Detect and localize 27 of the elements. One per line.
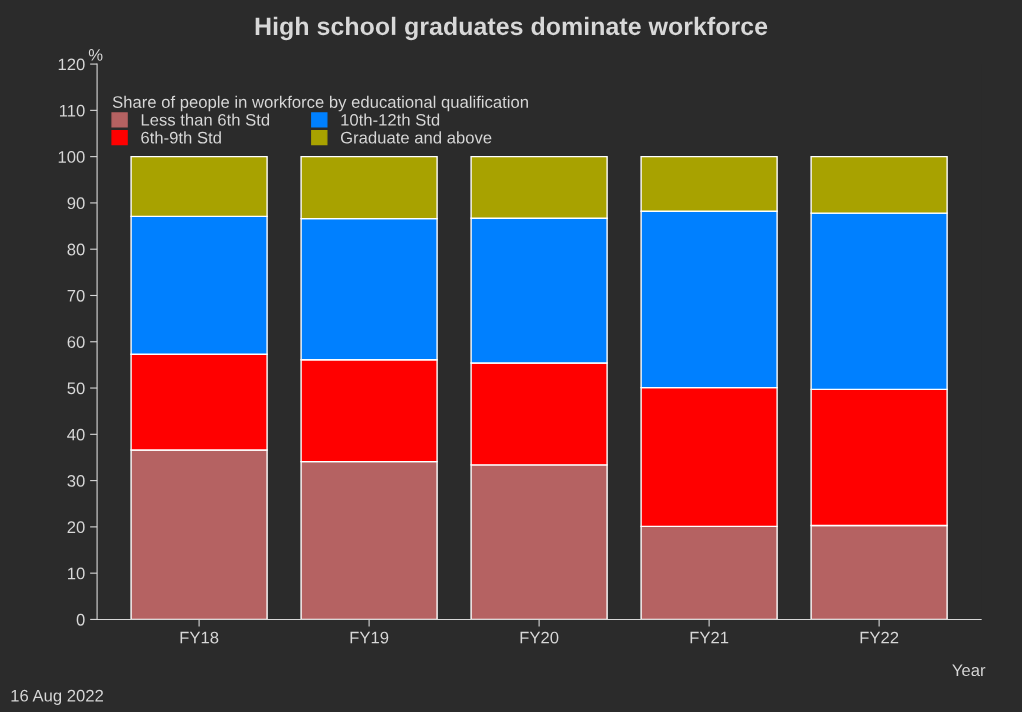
x-tick-label: FY19 (350, 631, 389, 644)
legend-label: Graduate and above (340, 131, 492, 144)
y-tick-label: 50 (67, 382, 85, 395)
y-tick-label: 120 (58, 58, 85, 71)
x-tick-label: FY18 (180, 631, 219, 644)
y-tick-label: 70 (67, 289, 85, 302)
y-tick-label: 90 (67, 197, 85, 210)
y-tick-label: 110 (59, 104, 85, 117)
y-tick-label: 20 (67, 521, 85, 534)
y-tick-label: 30 (67, 475, 85, 487)
x-tick-label: FY22 (860, 631, 899, 644)
x-axis-title: Year (952, 664, 986, 677)
chart-title: High school graduates dominate workforce (255, 16, 768, 41)
text: 16 Aug 2022 (11, 689, 103, 705)
x-tick-label: FY21 (690, 631, 729, 644)
legend-label: 10th-12th Std (341, 113, 440, 126)
y-tick-label: 0 (76, 613, 85, 626)
y-tick-label: 40 (67, 428, 85, 441)
x-tick-label: FY20 (520, 631, 559, 644)
legend-title: Share of people in workforce by educational qualification (112, 95, 528, 112)
y-tick-label: 10 (68, 567, 85, 580)
y-tick-label: 80 (67, 243, 85, 256)
legend-label: 6th-9th Std (141, 131, 221, 144)
legend-label: Less than 6th Std (141, 113, 270, 126)
y-axis-title: % (88, 49, 103, 61)
y-tick-label: 100 (58, 151, 85, 163)
y-tick-label: 60 (67, 336, 85, 348)
